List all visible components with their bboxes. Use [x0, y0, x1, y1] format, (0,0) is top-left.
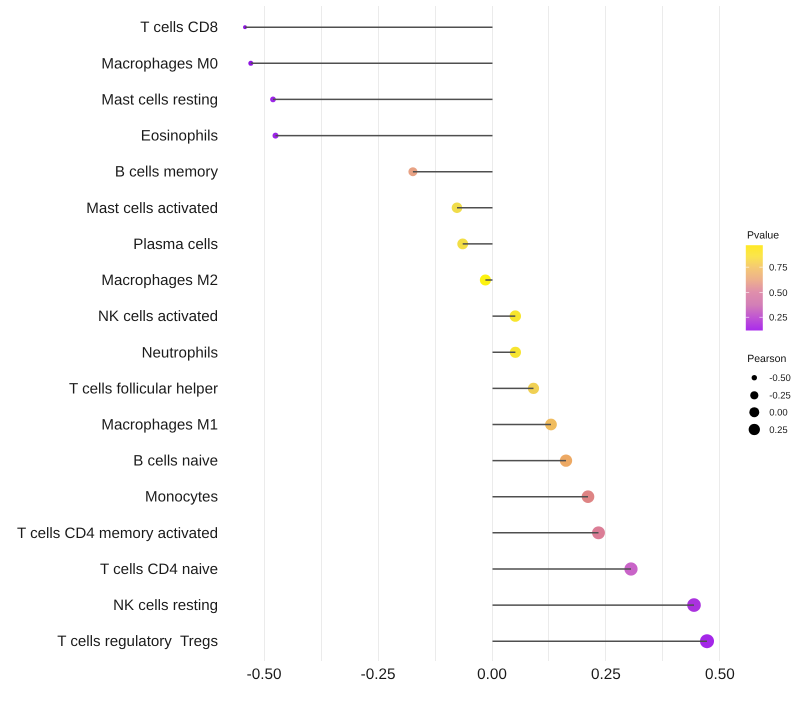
svg-text:0.75: 0.75 — [769, 263, 788, 274]
svg-text:0.00: 0.00 — [769, 408, 788, 419]
svg-text:NK cells activated: NK cells activated — [98, 308, 218, 325]
svg-text:Macrophages M1: Macrophages M1 — [101, 417, 218, 434]
svg-text:0.50: 0.50 — [769, 288, 788, 299]
svg-text:T cells regulatory Tregs: T cells regulatory Tregs — [57, 633, 218, 650]
svg-text:0.50: 0.50 — [705, 666, 735, 683]
svg-text:B cells memory: B cells memory — [115, 164, 219, 181]
svg-text:Eosinophils: Eosinophils — [141, 128, 218, 145]
svg-text:T cells CD8: T cells CD8 — [140, 19, 218, 36]
svg-text:-0.50: -0.50 — [247, 666, 282, 683]
svg-text:NK cells resting: NK cells resting — [113, 597, 218, 614]
svg-text:Pearson: Pearson — [747, 353, 786, 365]
svg-text:Monocytes: Monocytes — [145, 489, 218, 506]
svg-text:-0.25: -0.25 — [361, 666, 396, 683]
svg-text:Mast cells activated: Mast cells activated — [86, 200, 218, 217]
svg-text:-0.50: -0.50 — [769, 373, 791, 384]
svg-text:Neutrophils: Neutrophils — [142, 344, 218, 361]
svg-text:0.25: 0.25 — [769, 425, 788, 436]
svg-text:Plasma cells: Plasma cells — [133, 236, 218, 253]
svg-text:T cells follicular helper: T cells follicular helper — [69, 380, 218, 397]
svg-text:0.25: 0.25 — [591, 666, 621, 683]
svg-text:0.00: 0.00 — [477, 666, 507, 683]
svg-text:T cells CD4 memory activated: T cells CD4 memory activated — [17, 525, 218, 542]
svg-text:T cells CD4 naive: T cells CD4 naive — [100, 561, 218, 578]
svg-text:Mast cells resting: Mast cells resting — [101, 91, 218, 108]
svg-text:B cells naive: B cells naive — [133, 453, 218, 470]
svg-text:-0.25: -0.25 — [769, 391, 791, 402]
svg-text:Macrophages M2: Macrophages M2 — [101, 272, 218, 289]
svg-text:Pvalue: Pvalue — [747, 230, 779, 242]
svg-text:Macrophages M0: Macrophages M0 — [101, 55, 218, 72]
svg-text:0.25: 0.25 — [769, 313, 788, 324]
